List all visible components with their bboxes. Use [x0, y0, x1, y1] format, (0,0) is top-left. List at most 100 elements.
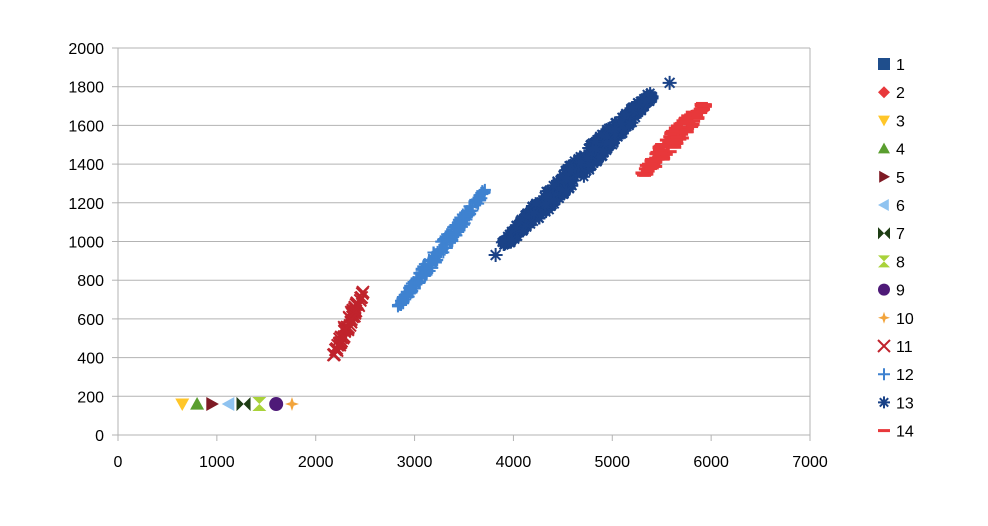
data-point — [570, 167, 583, 180]
data-point — [644, 93, 657, 106]
data-point — [521, 210, 534, 223]
data-point — [671, 138, 684, 142]
data-point — [591, 156, 604, 169]
data-point — [686, 124, 699, 128]
series-11 — [326, 285, 370, 362]
data-point — [527, 207, 540, 220]
data-point — [673, 122, 686, 126]
data-point — [457, 210, 470, 223]
data-point — [666, 141, 679, 145]
legend-label: 11 — [896, 339, 913, 356]
legend-label: 3 — [896, 113, 905, 130]
data-point — [626, 100, 639, 113]
x-tick-label: 4000 — [496, 454, 532, 471]
data-point — [401, 289, 414, 302]
series-4 — [190, 397, 205, 410]
legend-label: 7 — [896, 226, 905, 243]
data-point — [699, 103, 712, 107]
data-point — [645, 159, 658, 163]
data-point — [681, 117, 694, 121]
data-point — [589, 135, 602, 148]
x-tick-label: 2000 — [298, 454, 334, 471]
data-point — [641, 88, 654, 101]
data-point — [391, 300, 404, 313]
data-point — [326, 348, 341, 362]
data-point — [688, 119, 701, 123]
data-point — [655, 143, 668, 147]
data-point — [505, 234, 518, 247]
data-point — [632, 99, 645, 112]
legend-item-12: 12 — [878, 367, 914, 384]
data-point — [356, 285, 370, 299]
axes — [112, 47, 811, 441]
data-point — [643, 162, 656, 166]
data-point — [252, 397, 267, 412]
legend-item-14: 14 — [878, 424, 914, 441]
data-point — [662, 75, 677, 90]
data-point — [664, 150, 677, 154]
y-tick-label: 600 — [77, 312, 104, 329]
data-point — [656, 157, 669, 161]
data-point — [596, 150, 609, 163]
y-tick-label: 1800 — [68, 80, 104, 97]
data-point — [642, 169, 655, 173]
data-point — [589, 142, 602, 155]
data-point — [581, 158, 594, 171]
x-tick-label: 0 — [114, 454, 123, 471]
data-points — [175, 75, 712, 412]
data-point — [344, 312, 359, 327]
legend-marker — [878, 58, 890, 70]
data-point — [175, 398, 190, 412]
y-tick-label: 800 — [77, 273, 104, 290]
legend-item-8: 8 — [878, 254, 905, 271]
series-5 — [206, 397, 219, 412]
series-8 — [252, 397, 267, 412]
data-point — [206, 397, 219, 412]
y-tick-label: 1200 — [68, 196, 104, 213]
series-12 — [391, 183, 491, 313]
data-point — [519, 220, 532, 233]
data-point — [574, 156, 587, 169]
data-point — [517, 225, 530, 238]
legend-label: 10 — [896, 311, 914, 328]
legend-label: 4 — [896, 142, 905, 159]
data-point — [676, 136, 689, 140]
series-10 — [284, 397, 299, 412]
data-point — [696, 107, 709, 111]
legend-label: 2 — [896, 85, 905, 102]
data-point — [603, 136, 616, 149]
data-point — [352, 299, 366, 313]
data-point — [452, 224, 465, 237]
data-point — [539, 197, 552, 210]
legend-marker — [879, 170, 890, 183]
legend-marker — [878, 115, 890, 127]
series-7 — [236, 397, 251, 412]
data-point — [334, 334, 349, 348]
legend-label: 1 — [896, 57, 905, 74]
data-point — [488, 248, 503, 263]
legend-item-9: 9 — [878, 283, 905, 300]
legend-item-4: 4 — [878, 142, 905, 159]
legend-marker — [878, 283, 890, 296]
data-point — [614, 117, 627, 130]
series-9 — [269, 397, 284, 412]
data-point — [695, 110, 708, 114]
legend-item-3: 3 — [878, 113, 905, 130]
data-point — [542, 185, 555, 198]
legend-label: 5 — [896, 170, 905, 187]
data-point — [682, 126, 695, 130]
legend-marker — [878, 311, 890, 324]
data-point — [419, 269, 432, 282]
x-tick-label: 6000 — [693, 454, 729, 471]
legend-marker — [878, 227, 890, 240]
data-point — [430, 248, 443, 261]
gridlines — [118, 47, 810, 397]
legend-item-13: 13 — [878, 395, 914, 412]
y-tick-label: 1000 — [68, 235, 104, 252]
x-tick-label: 5000 — [594, 454, 630, 471]
series-3 — [175, 398, 190, 412]
legend-item-11: 11 — [877, 339, 913, 356]
